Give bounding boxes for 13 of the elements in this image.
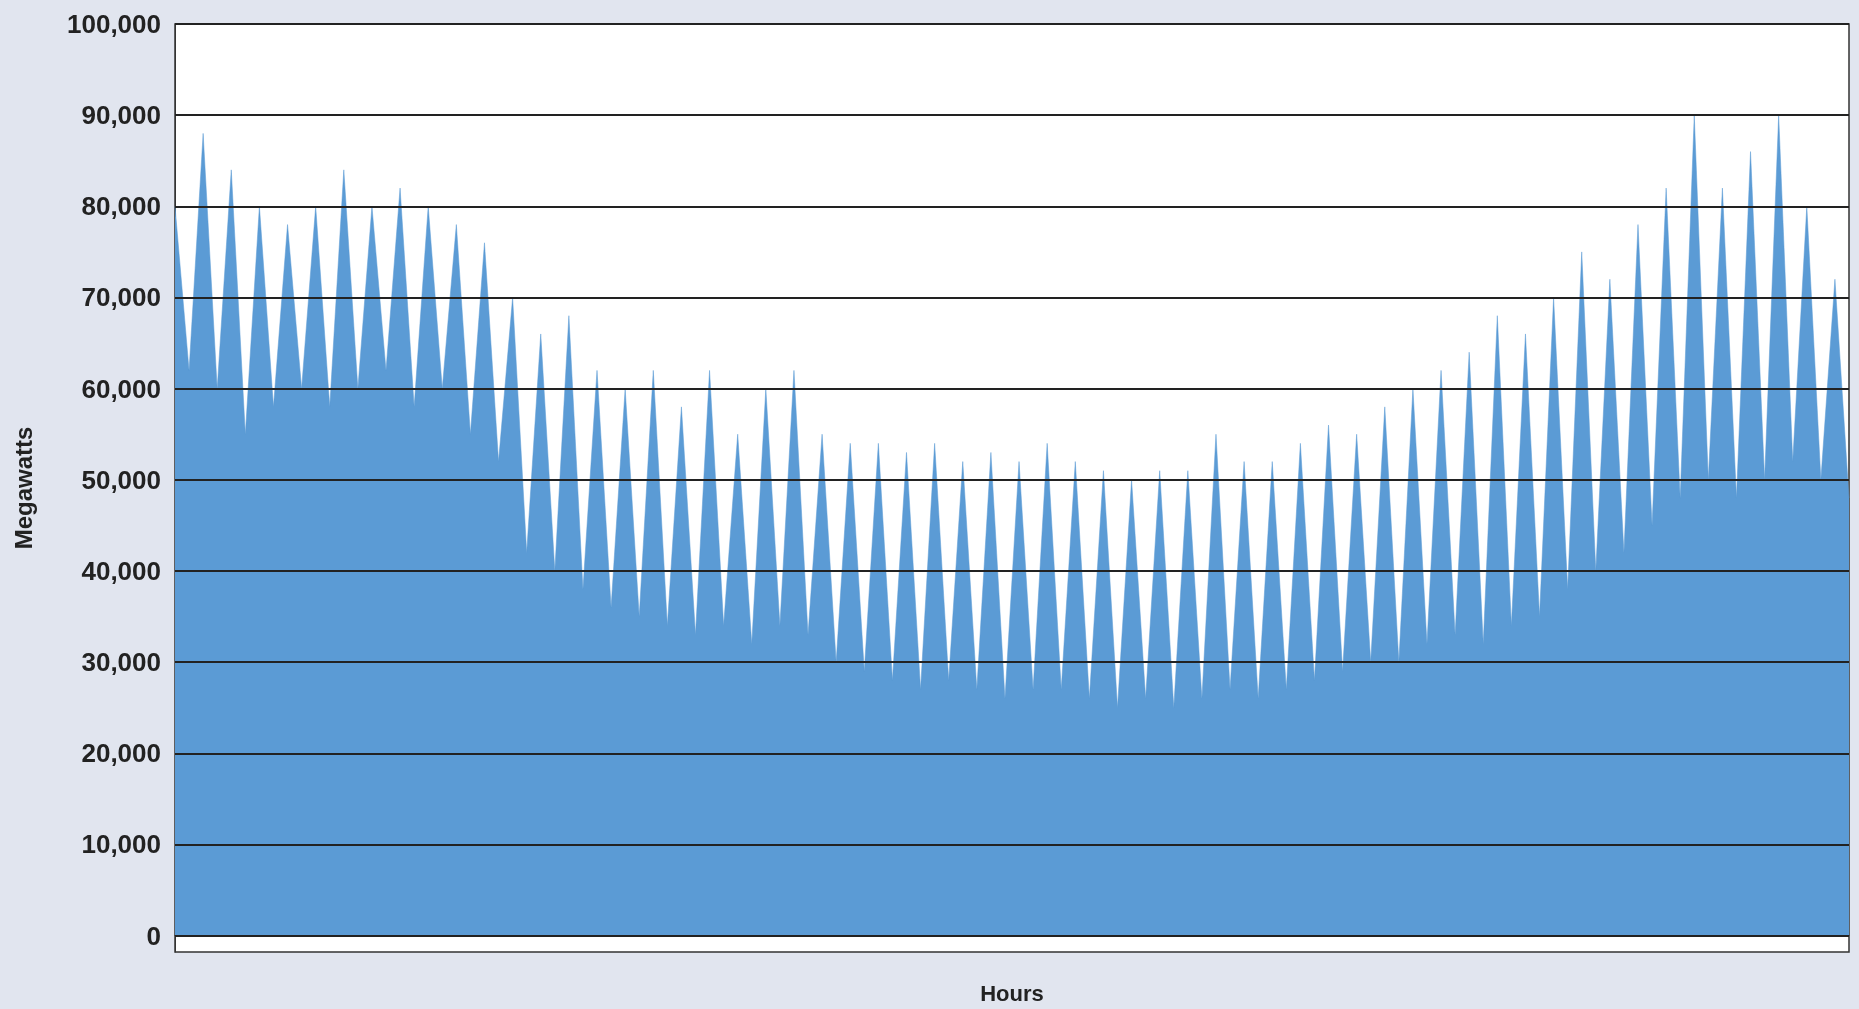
y-tick-label: 50,000 bbox=[81, 464, 161, 495]
y-tick-label: 70,000 bbox=[81, 282, 161, 313]
y-tick-label: 0 bbox=[146, 920, 161, 951]
y-tick-label: 30,000 bbox=[81, 647, 161, 678]
y-tick-label: 60,000 bbox=[81, 373, 161, 404]
y-tick-label: 80,000 bbox=[81, 191, 161, 222]
y-axis-title: Megawatts bbox=[9, 426, 37, 550]
y-tick-label: 40,000 bbox=[81, 555, 161, 586]
y-tick-label: 10,000 bbox=[81, 829, 161, 860]
x-axis-title: Hours bbox=[980, 980, 1044, 1006]
y-tick-label: 90,000 bbox=[81, 100, 161, 131]
y-tick-label: 20,000 bbox=[81, 738, 161, 769]
y-tick-label: 100,000 bbox=[67, 9, 161, 39]
